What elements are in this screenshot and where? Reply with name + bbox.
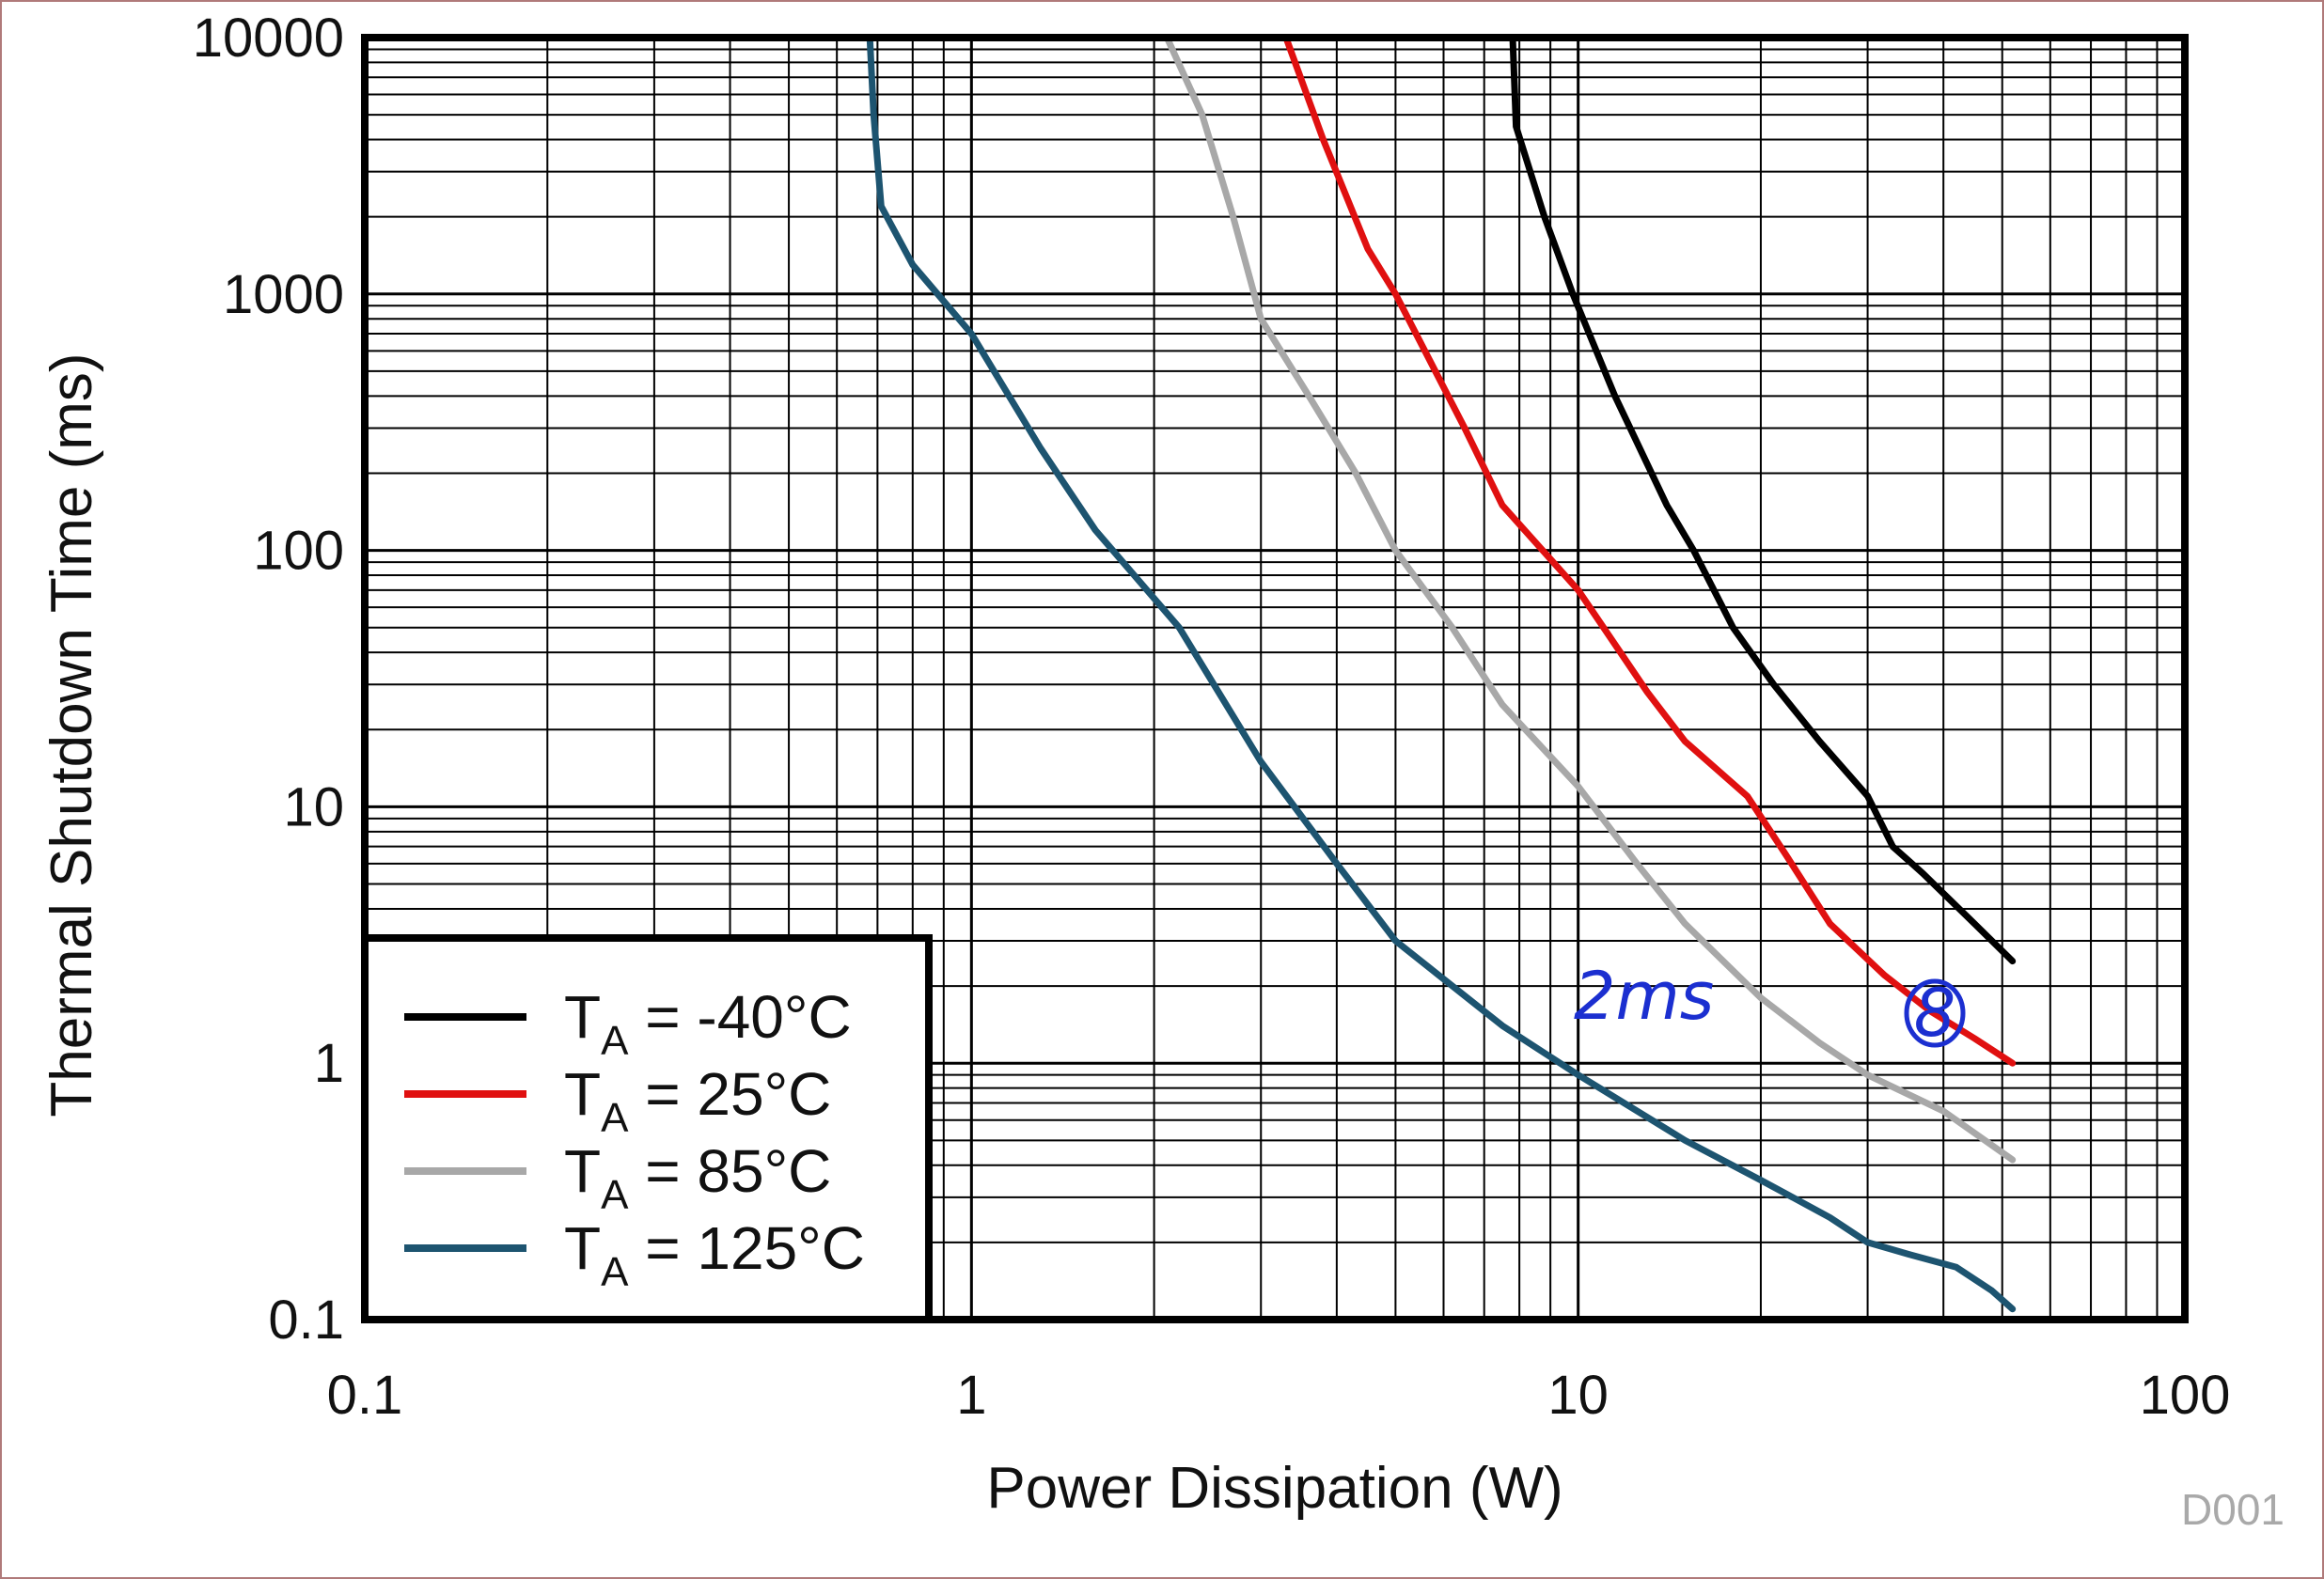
legend: TA = -40°CTA = 25°CTA = 85°CTA = 125°C <box>361 934 933 1323</box>
figure-id-watermark: D001 <box>2181 1485 2285 1534</box>
y-axis-label: Thermal Shutdown Time (ms) <box>39 352 104 1117</box>
plot-border <box>361 34 2189 1323</box>
series-line-2 <box>1163 34 2017 1164</box>
legend-entry-1: TA = 25°C <box>564 1060 831 1141</box>
handwritten-annotation-8: 8 <box>1904 975 1966 1052</box>
y-tick-label: 1000 <box>223 264 344 325</box>
tick-labels: 0.1 1 10 100 0.1 1 10 100 1000 10000 <box>193 8 2231 1426</box>
y-tick-label: 10 <box>283 776 344 837</box>
y-tick-label: 100 <box>253 521 344 582</box>
legend-entry-3: TA = 125°C <box>564 1214 865 1295</box>
legend-box <box>361 934 933 1323</box>
x-tick-label: 0.1 <box>327 1365 403 1426</box>
x-tick-label: 1 <box>956 1365 986 1426</box>
y-tick-label: 10000 <box>193 8 344 69</box>
series-line-3 <box>866 34 2017 1313</box>
series-layer <box>866 34 2017 1313</box>
handwritten-annotation-2ms: 2ms <box>1574 958 1714 1035</box>
x-tick-label: 10 <box>1547 1365 1609 1426</box>
series-line-1 <box>1282 34 2017 1067</box>
legend-entry-2: TA = 85°C <box>564 1137 831 1218</box>
x-axis-label: Power Dissipation (W) <box>986 1456 1562 1521</box>
y-tick-label: 0.1 <box>268 1290 344 1351</box>
y-tick-label: 1 <box>314 1033 344 1094</box>
grid-minor <box>365 38 2185 1320</box>
x-tick-label: 100 <box>2140 1365 2231 1426</box>
legend-entry-0: TA = -40°C <box>564 983 852 1064</box>
series-line-0 <box>1509 34 2017 965</box>
